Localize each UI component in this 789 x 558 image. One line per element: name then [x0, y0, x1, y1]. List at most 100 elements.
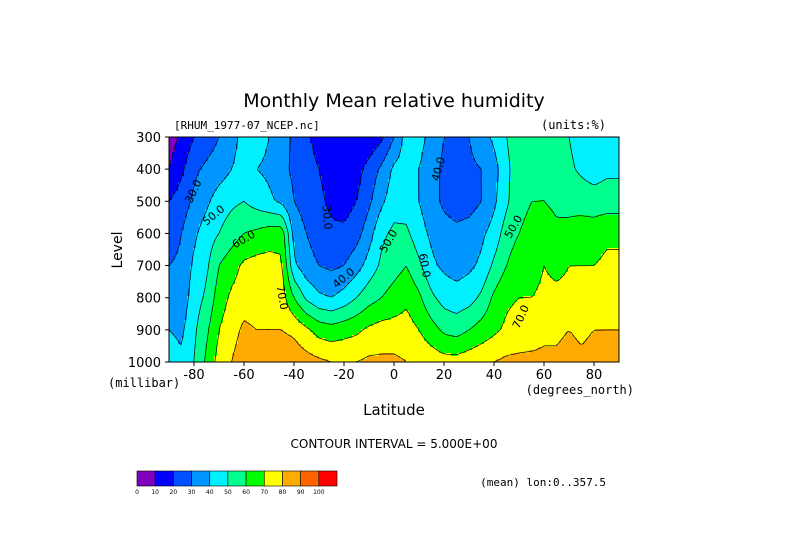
- contour-cell: [286, 188, 290, 192]
- contour-cell: [394, 188, 398, 192]
- contour-cell: [592, 194, 596, 198]
- contour-cell: [337, 167, 341, 171]
- contour-cell: [469, 158, 473, 162]
- contour-cell: [307, 137, 311, 141]
- contour-cell: [238, 158, 242, 162]
- contour-cell: [400, 179, 404, 183]
- contour-cell: [313, 185, 317, 189]
- contour-cell: [295, 170, 299, 174]
- contour-cell: [238, 173, 242, 177]
- contour-cell: [361, 182, 365, 186]
- contour-cell: [592, 164, 596, 168]
- contour-cell: [568, 182, 572, 186]
- contour-cell: [274, 152, 278, 156]
- contour-cell: [508, 188, 512, 192]
- contour-cell: [268, 176, 272, 180]
- contour-cell: [340, 158, 344, 162]
- contour-cell: [250, 164, 254, 168]
- contour-cell: [472, 176, 476, 180]
- contour-cell: [547, 194, 551, 198]
- contour-cell: [547, 170, 551, 174]
- contour-cell: [568, 143, 572, 147]
- contour-cell: [331, 176, 335, 180]
- contour-cell: [403, 194, 407, 198]
- contour-cell: [367, 161, 371, 165]
- contour-cell: [517, 167, 521, 171]
- contour-cell: [181, 158, 185, 162]
- contour-cell: [562, 170, 566, 174]
- contour-cell: [511, 191, 515, 195]
- contour-cell: [418, 158, 422, 162]
- contour-cell: [511, 140, 515, 144]
- contour-cell: [385, 155, 389, 159]
- contour-cell: [523, 188, 527, 192]
- contour-cell: [319, 191, 323, 195]
- contour-cell: [298, 173, 302, 177]
- contour-cell: [526, 152, 530, 156]
- contour-cell: [535, 185, 539, 189]
- contour-cell: [457, 140, 461, 144]
- contour-cell: [286, 191, 290, 195]
- contour-cell: [571, 188, 575, 192]
- contour-cell: [385, 170, 389, 174]
- contour-cell: [406, 176, 410, 180]
- contour-cell: [472, 182, 476, 186]
- contour-cell: [325, 182, 329, 186]
- contour-cell: [220, 167, 224, 171]
- contour-cell: [421, 170, 425, 174]
- contour-cell: [268, 137, 272, 141]
- contour-cell: [409, 194, 413, 198]
- contour-cell: [406, 143, 410, 147]
- contour-cell: [571, 140, 575, 144]
- contour-cell: [382, 191, 386, 195]
- contour-cell: [319, 173, 323, 177]
- contour-cell: [244, 170, 248, 174]
- contour-cell: [394, 161, 398, 165]
- contour-cell: [220, 185, 224, 189]
- contour-cell: [346, 179, 350, 183]
- contour-cell: [361, 173, 365, 177]
- contour-cell: [253, 158, 257, 162]
- contour-cell: [493, 155, 497, 159]
- contour-cell: [520, 137, 524, 141]
- contour-cell: [517, 188, 521, 192]
- contour-cell: [601, 191, 605, 195]
- contour-cell: [436, 161, 440, 165]
- contour-cell: [262, 176, 266, 180]
- contour-cell: [313, 170, 317, 174]
- contour-cell: [316, 185, 320, 189]
- contour-cell: [385, 149, 389, 153]
- contour-cell: [388, 143, 392, 147]
- contour-cell: [583, 155, 587, 159]
- contour-cell: [193, 176, 197, 180]
- contour-cell: [439, 155, 443, 159]
- contour-cell: [406, 170, 410, 174]
- contour-cell: [583, 197, 587, 201]
- contour-cell: [343, 137, 347, 141]
- contour-cell: [415, 191, 419, 195]
- contour-cell: [274, 167, 278, 171]
- chart-title: Monthly Mean relative humidity: [243, 90, 545, 112]
- contour-cell: [415, 167, 419, 171]
- contour-cell: [202, 197, 206, 201]
- contour-cell: [433, 158, 437, 162]
- contour-cell: [601, 143, 605, 147]
- contour-cell: [241, 143, 245, 147]
- contour-cell: [283, 167, 287, 171]
- contour-cell: [415, 158, 419, 162]
- contour-cell: [613, 182, 617, 186]
- contour-cell: [451, 143, 455, 147]
- contour-cell: [349, 194, 353, 198]
- contour-cell: [451, 146, 455, 150]
- contour-cell: [283, 188, 287, 192]
- contour-cell: [391, 140, 395, 144]
- contour-cell: [430, 143, 434, 147]
- contour-cell: [250, 161, 254, 165]
- contour-cell: [205, 188, 209, 192]
- contour-cell: [421, 182, 425, 186]
- contour-cell: [454, 191, 458, 195]
- contour-cell: [253, 164, 257, 168]
- contour-cell: [466, 152, 470, 156]
- contour-cell: [418, 191, 422, 195]
- contour-cell: [295, 146, 299, 150]
